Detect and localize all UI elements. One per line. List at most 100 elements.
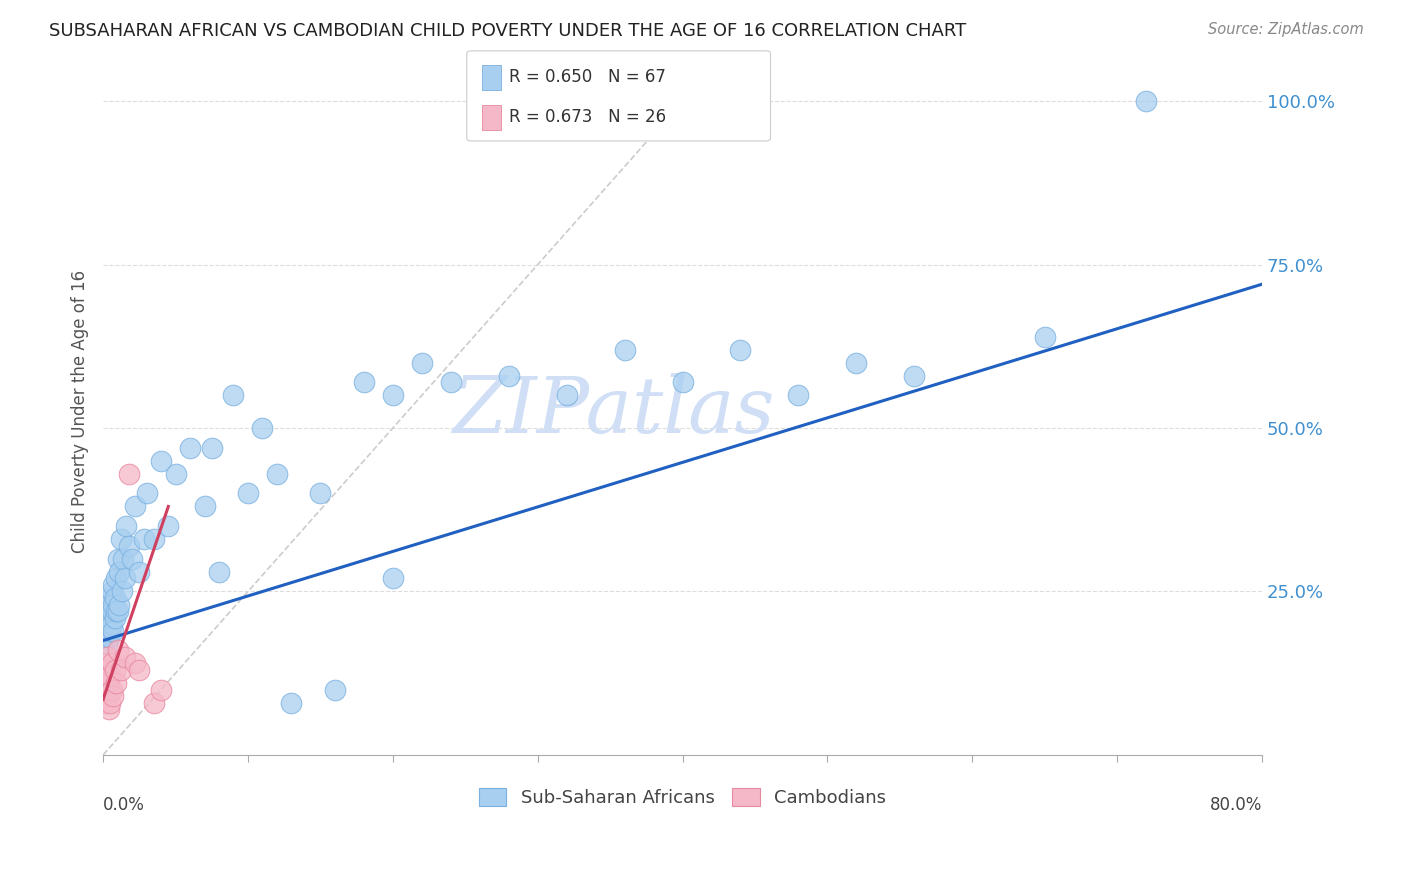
Point <box>103 624 125 638</box>
Point <box>157 519 180 533</box>
Point <box>104 591 127 605</box>
Point <box>93 682 115 697</box>
Point <box>103 598 125 612</box>
Point <box>94 617 117 632</box>
Point <box>110 532 132 546</box>
Point <box>97 591 120 605</box>
Point <box>93 630 115 644</box>
Point <box>101 682 124 697</box>
Point <box>150 682 173 697</box>
Point <box>107 604 129 618</box>
Point <box>93 696 115 710</box>
Point <box>111 584 134 599</box>
Point <box>440 376 463 390</box>
Point <box>94 689 117 703</box>
Point <box>1135 94 1157 108</box>
Point <box>118 539 141 553</box>
Point <box>252 421 274 435</box>
Point <box>128 663 150 677</box>
Point <box>201 441 224 455</box>
Point <box>114 649 136 664</box>
Y-axis label: Child Poverty Under the Age of 16: Child Poverty Under the Age of 16 <box>72 270 89 553</box>
Point <box>97 610 120 624</box>
Point <box>411 356 433 370</box>
Point <box>193 500 215 514</box>
Text: SUBSAHARAN AFRICAN VS CAMBODIAN CHILD POVERTY UNDER THE AGE OF 16 CORRELATION CH: SUBSAHARAN AFRICAN VS CAMBODIAN CHILD PO… <box>49 22 966 40</box>
Point <box>208 565 231 579</box>
Point <box>115 519 138 533</box>
Point <box>107 643 129 657</box>
Text: R = 0.650   N = 67: R = 0.650 N = 67 <box>509 69 666 87</box>
Point <box>100 610 122 624</box>
Point <box>105 571 128 585</box>
Point <box>96 637 118 651</box>
Point <box>104 610 127 624</box>
Point <box>103 578 125 592</box>
Text: 80.0%: 80.0% <box>1209 796 1263 814</box>
Point <box>132 532 155 546</box>
Point <box>142 696 165 710</box>
Point <box>787 388 810 402</box>
Point <box>108 598 131 612</box>
Text: R = 0.673   N = 26: R = 0.673 N = 26 <box>509 108 666 126</box>
Point <box>100 669 122 683</box>
Text: Source: ZipAtlas.com: Source: ZipAtlas.com <box>1208 22 1364 37</box>
Point <box>97 676 120 690</box>
Point <box>101 657 124 671</box>
Point <box>94 657 117 671</box>
Point <box>100 624 122 638</box>
Point <box>93 669 115 683</box>
Point <box>101 617 124 632</box>
Point <box>280 696 302 710</box>
Point <box>323 682 346 697</box>
Point <box>165 467 187 481</box>
Point <box>381 571 404 585</box>
Point <box>555 388 578 402</box>
Point <box>353 376 375 390</box>
Point <box>101 584 124 599</box>
Point <box>179 441 201 455</box>
Point <box>108 565 131 579</box>
Point <box>381 388 404 402</box>
Point <box>110 663 132 677</box>
Point <box>97 630 120 644</box>
Point <box>124 500 146 514</box>
Point <box>96 604 118 618</box>
Point <box>135 486 157 500</box>
Point <box>498 368 520 383</box>
Point <box>105 604 128 618</box>
Point <box>150 454 173 468</box>
Point <box>266 467 288 481</box>
Point <box>94 624 117 638</box>
Point <box>671 376 693 390</box>
Point <box>128 565 150 579</box>
Point <box>613 343 636 357</box>
Point <box>309 486 332 500</box>
Point <box>112 551 135 566</box>
Point <box>100 696 122 710</box>
Point <box>96 617 118 632</box>
Point <box>101 604 124 618</box>
Point <box>1033 329 1056 343</box>
Point <box>121 551 143 566</box>
Point <box>100 598 122 612</box>
Point <box>97 702 120 716</box>
Point <box>96 649 118 664</box>
Point <box>96 663 118 677</box>
Point <box>96 682 118 697</box>
Text: 0.0%: 0.0% <box>103 796 145 814</box>
Point <box>94 676 117 690</box>
Point <box>103 689 125 703</box>
Point <box>105 676 128 690</box>
Point <box>903 368 925 383</box>
Point <box>118 467 141 481</box>
Legend: Sub-Saharan Africans, Cambodians: Sub-Saharan Africans, Cambodians <box>472 780 893 814</box>
Text: ZIPatlas: ZIPatlas <box>451 374 775 450</box>
Point <box>124 657 146 671</box>
Point <box>222 388 245 402</box>
Point <box>730 343 752 357</box>
Point <box>114 571 136 585</box>
Point <box>845 356 868 370</box>
Point <box>104 663 127 677</box>
Point <box>142 532 165 546</box>
